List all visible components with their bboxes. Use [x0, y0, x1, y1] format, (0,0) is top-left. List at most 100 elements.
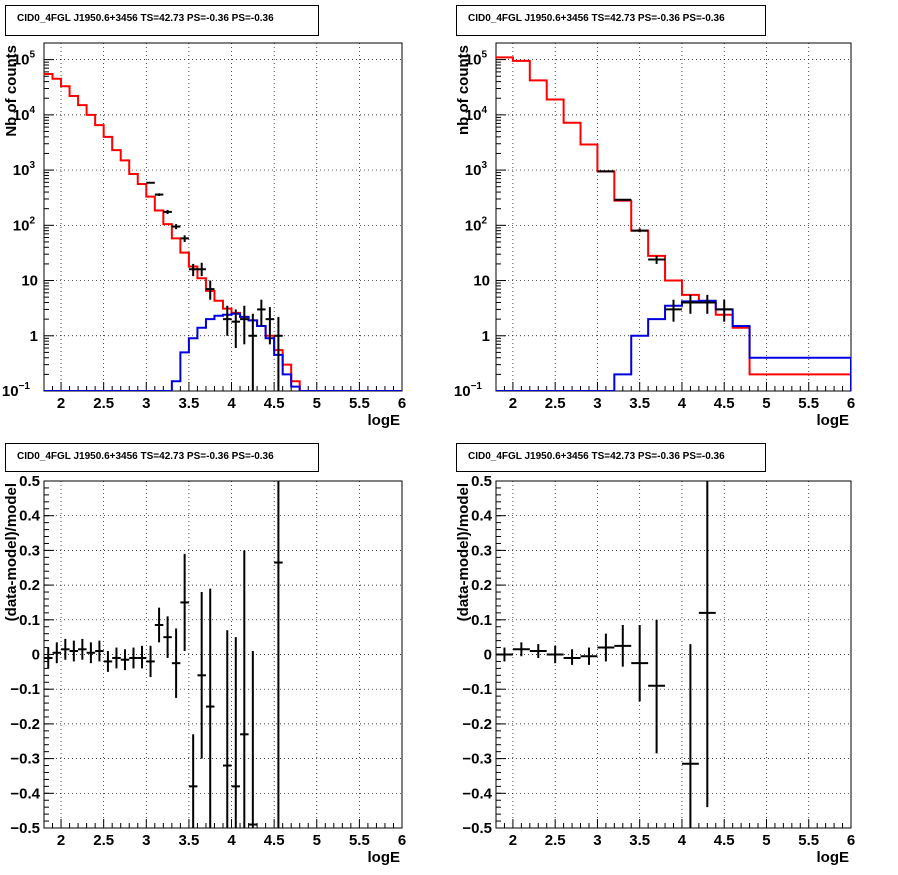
data-layer — [44, 72, 402, 391]
data-point — [665, 299, 682, 322]
data-point — [154, 607, 164, 643]
x-tick-label: 5 — [313, 832, 321, 849]
data-point — [180, 235, 189, 242]
data-point — [648, 619, 666, 754]
x-tick-label: 5.5 — [798, 832, 819, 849]
x-tick-label: 2 — [509, 395, 517, 412]
chart-title: CID0_4FGL J1950.6+3456 TS=42.73 PS=-0.36… — [17, 13, 274, 24]
x-tick-label: 6 — [398, 395, 406, 412]
data-point — [529, 644, 547, 658]
y-tick-label: 0.5 — [19, 473, 40, 490]
data-layer — [496, 481, 716, 828]
title-box — [456, 443, 766, 472]
y-tick-label: 102 — [13, 215, 36, 234]
y-tick-label: 104 — [13, 105, 36, 124]
data-layer — [496, 56, 851, 391]
x-tick-label: 2.5 — [93, 832, 114, 849]
data-point — [546, 645, 564, 664]
data-point — [248, 313, 258, 391]
y-tick-label: 105 — [465, 50, 488, 69]
y-axis-label: (data-model)/model — [3, 483, 20, 621]
x-tick-label: 3 — [142, 832, 150, 849]
data-point — [163, 209, 172, 215]
x-axis-label: logE — [368, 849, 401, 866]
x-tick-label: 4.5 — [264, 395, 285, 412]
y-tick-label: 105 — [13, 50, 36, 69]
data-point — [698, 294, 716, 314]
y-tick-label: 10−1 — [454, 381, 483, 400]
x-tick-label: 5.5 — [798, 395, 819, 412]
x-tick-label: 3.5 — [629, 832, 650, 849]
step-series-blue-component — [496, 299, 851, 391]
y-tick-label: −0.5 — [462, 820, 492, 837]
data-point — [86, 642, 96, 664]
x-tick-label: 3.5 — [178, 832, 199, 849]
x-tick-label: 5.5 — [349, 832, 370, 849]
x-tick-label: 4.5 — [714, 395, 735, 412]
plot-panel-1: CID0_4FGL J1950.6+3456 TS=42.73 PS=-0.36… — [2, 5, 406, 429]
title-box — [5, 443, 319, 472]
x-tick-label: 5.5 — [349, 395, 370, 412]
data-point — [681, 644, 699, 828]
y-tick-label: 104 — [465, 105, 488, 124]
y-tick-label: 1 — [30, 328, 38, 345]
x-tick-label: 4.5 — [264, 832, 285, 849]
plot-panel-2: CID0_4FGL J1950.6+3456 TS=42.73 PS=-0.36… — [454, 5, 855, 429]
y-tick-label: 1 — [482, 328, 490, 345]
y-tick-label: 0.2 — [19, 577, 40, 594]
y-tick-label: 0.3 — [471, 542, 492, 559]
x-tick-label: 2.5 — [545, 832, 566, 849]
plot-frame — [43, 42, 403, 392]
title-box — [5, 5, 319, 36]
data-point — [95, 640, 104, 662]
y-axis-label: nb of counts — [455, 45, 472, 135]
y-axis-label: Nb of counts — [3, 45, 20, 137]
x-tick-label: 2 — [509, 832, 517, 849]
step-series-blue-component — [44, 312, 402, 391]
y-tick-label: −0.3 — [10, 751, 40, 768]
y-tick-label: −0.1 — [462, 681, 492, 698]
data-point — [180, 553, 189, 652]
x-tick-label: 2 — [57, 832, 65, 849]
data-point — [496, 647, 513, 662]
data-point — [614, 198, 632, 201]
data-point — [631, 228, 649, 233]
y-tick-label: 0.4 — [471, 508, 493, 525]
y-tick-label: −0.5 — [10, 820, 40, 837]
x-tick-label: 5 — [762, 832, 770, 849]
data-point — [154, 193, 164, 196]
data-point — [231, 637, 241, 828]
y-tick-label: 10 — [473, 273, 490, 290]
data-point — [265, 307, 275, 345]
data-layer — [44, 481, 283, 828]
data-point — [563, 649, 581, 665]
data-point — [171, 224, 181, 230]
x-tick-label: 5 — [762, 395, 770, 412]
y-tick-label: −0.1 — [10, 681, 40, 698]
y-tick-label: 0 — [484, 647, 492, 664]
data-point — [698, 481, 716, 808]
plot-frame — [495, 42, 852, 392]
y-tick-label: 103 — [13, 160, 36, 179]
data-point — [78, 638, 87, 660]
data-point — [240, 550, 249, 828]
data-point — [61, 638, 70, 660]
data-point — [597, 633, 615, 662]
x-tick-label: 4 — [678, 832, 687, 849]
data-point — [205, 280, 215, 300]
x-tick-label: 6 — [847, 395, 855, 412]
y-tick-label: −0.3 — [462, 751, 492, 768]
x-tick-label: 6 — [847, 832, 855, 849]
data-point — [274, 481, 283, 828]
x-tick-label: 3.5 — [178, 395, 199, 412]
data-point — [580, 647, 598, 665]
data-point — [44, 647, 53, 669]
data-point — [648, 255, 666, 264]
x-tick-label: 2 — [57, 395, 65, 412]
y-tick-label: −0.2 — [462, 716, 492, 733]
y-tick-label: 0.5 — [471, 473, 492, 490]
data-point — [512, 642, 530, 657]
y-tick-label: 0.1 — [471, 612, 492, 629]
data-point — [137, 645, 147, 669]
